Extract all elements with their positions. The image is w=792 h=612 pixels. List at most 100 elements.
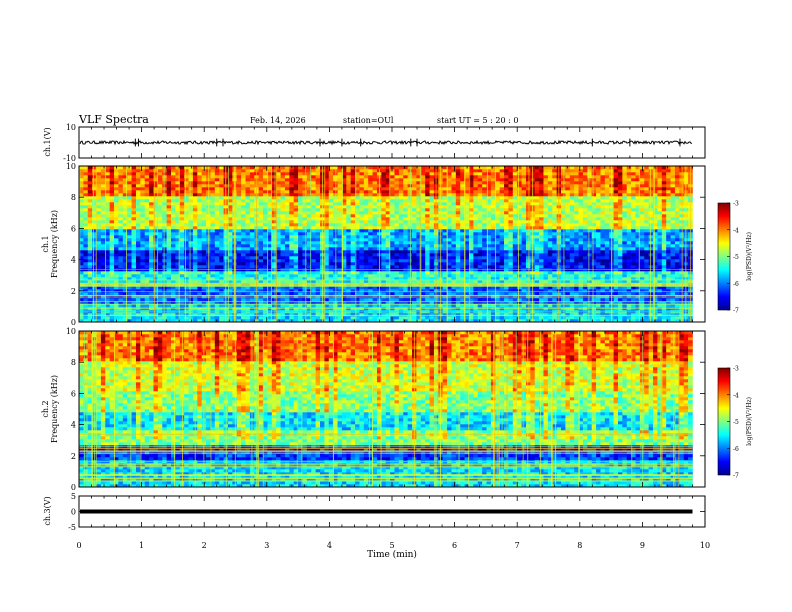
ch1-spectrogram-cell xyxy=(122,214,128,218)
ch1-spectrogram-cell xyxy=(346,286,351,290)
ch1-spectrogram-cell xyxy=(109,202,115,206)
ch1-spectrogram-cell xyxy=(477,292,483,296)
ch1-spectrogram-cell xyxy=(135,307,141,311)
ch1-spectrogram-cell xyxy=(416,217,422,221)
ch1-spectrogram-cell xyxy=(114,175,119,179)
ch1-spectrogram-cell xyxy=(355,226,360,230)
ch1-spectrogram-cell xyxy=(289,238,295,242)
ch1-spectrogram-cell xyxy=(258,256,264,260)
ch1-spectrogram-cell xyxy=(416,253,422,257)
ch1-spectrogram-cell xyxy=(271,178,277,182)
ch1-spectrogram-cell xyxy=(197,304,202,308)
ch1-spectrogram-cell xyxy=(100,196,106,200)
ch1-spectrogram-cell xyxy=(403,187,408,191)
ch1-spectrogram-cell xyxy=(324,226,330,230)
ch1-spectrogram-cell xyxy=(451,283,457,287)
ch1-spectrogram-cell xyxy=(157,295,163,299)
ch1-spectrogram-cell xyxy=(79,307,84,311)
ch1-spectrogram-cell xyxy=(171,199,176,203)
ch1-spectrogram-cell xyxy=(219,316,224,320)
ch1-spectrogram-cell xyxy=(127,214,132,218)
ch1-spectrogram-cell xyxy=(219,202,224,206)
ch1-spectrogram-cell xyxy=(403,166,408,170)
ch1-spectrogram-cell xyxy=(328,202,334,206)
ch1-spectrogram-cell xyxy=(192,166,198,170)
ch1-spectrogram-cell xyxy=(127,211,132,215)
ch1-spectrogram-cell xyxy=(486,316,492,320)
ch1-spectrogram-cell xyxy=(363,238,369,242)
ch1-spectrogram-cell xyxy=(114,289,119,293)
ch1-spectrogram-cell xyxy=(179,283,185,287)
ch1-spectrogram-cell xyxy=(477,304,483,308)
ch1-spectrogram-cell xyxy=(249,241,255,245)
ch1-spectrogram-cell xyxy=(298,175,303,179)
ch1-spectrogram-cell xyxy=(127,217,132,221)
ch1-spectrogram-cell xyxy=(271,262,277,266)
ch1-spectrogram-cell xyxy=(385,253,391,257)
ch1-spectrogram-cell xyxy=(341,280,347,284)
ch1-spectrogram-cell xyxy=(280,217,286,221)
ch1-spectrogram-cell xyxy=(188,196,194,200)
ch1-spectrogram-cell xyxy=(306,253,312,257)
ch1-spectrogram-cell xyxy=(284,169,290,173)
ch1-spectrogram-cell xyxy=(267,175,273,179)
ch1-spectrogram-cell xyxy=(293,181,299,185)
ch1-spectrogram-cell xyxy=(135,235,141,239)
ch1-spectrogram-cell xyxy=(341,205,347,209)
ch1-spectrogram-cell xyxy=(162,202,167,206)
ch1-spectrogram-cell xyxy=(412,220,417,224)
ch1-spectrogram-cell xyxy=(197,295,202,299)
ch1-spectrogram-cell xyxy=(346,238,351,242)
ch1-spectrogram-cell xyxy=(455,235,461,239)
ch1-spectrogram-cell xyxy=(429,172,435,176)
ch1-spectrogram-cell xyxy=(263,298,268,302)
ch1-spectrogram-cell xyxy=(412,238,417,242)
ch1-spectrogram-cell xyxy=(298,253,303,257)
ch1-spectrogram-cell xyxy=(447,187,452,191)
ch1-spectrogram-cell xyxy=(131,289,137,293)
ch1-spectrogram-cell xyxy=(284,283,290,287)
ch1-spectrogram-cell xyxy=(179,301,185,305)
ch1-spectrogram-cell xyxy=(289,307,295,311)
ch1-spectrogram-cell xyxy=(105,262,110,266)
ch1-spectrogram-cell xyxy=(166,187,172,191)
ch1-spectrogram-cell xyxy=(162,289,167,293)
ch1-spectrogram-cell xyxy=(127,238,132,242)
ch1-spectrogram-cell xyxy=(144,295,150,299)
ch1-spectrogram-cell xyxy=(184,187,189,191)
ch1-spectrogram-cell xyxy=(469,244,474,248)
ch1-spectrogram-cell xyxy=(280,232,286,236)
ch1-spectrogram-cell xyxy=(455,280,461,284)
ch1-spectrogram-cell xyxy=(482,250,487,254)
ch1-spectrogram-cell xyxy=(171,184,176,188)
ch1-spectrogram-cell xyxy=(267,286,273,290)
ch1-spectrogram-cell xyxy=(337,256,343,260)
ch1-spectrogram-cell xyxy=(442,223,448,227)
ch1-spectrogram-cell xyxy=(372,271,378,275)
ch1-spectrogram-cell xyxy=(258,193,264,197)
ch1-spectrogram-cell xyxy=(328,214,334,218)
ch1-spectrogram-cell xyxy=(87,316,93,320)
ch1-spectrogram-cell xyxy=(197,283,202,287)
ch1-spectrogram-cell xyxy=(162,211,167,215)
ch1-spectrogram-cell xyxy=(188,235,194,239)
ch1-spectrogram-cell xyxy=(346,229,351,233)
ch1-spectrogram-cell xyxy=(486,247,492,251)
ch1-spectrogram-cell xyxy=(96,247,102,251)
ch1-spectrogram-cell xyxy=(236,211,242,215)
ch1-spectrogram-cell xyxy=(153,256,159,260)
ch1-spectrogram-cell xyxy=(311,190,316,194)
ch1-spectrogram-cell xyxy=(96,187,102,191)
ch1-spectrogram-cell xyxy=(315,181,321,185)
ch1-spectrogram-cell xyxy=(359,262,365,266)
ch1-spectrogram-cell xyxy=(385,298,391,302)
ch1-spectrogram-cell xyxy=(447,205,452,209)
ch1-spectrogram-cell xyxy=(451,292,457,296)
ch1-spectrogram-cell xyxy=(192,286,198,290)
ch1-spectrogram-cell xyxy=(105,250,110,254)
ch1-spectrogram-cell xyxy=(403,298,408,302)
ch1-spectrogram-cell xyxy=(425,283,430,287)
ch1-spectrogram-cell xyxy=(412,316,417,320)
ch1-spectrogram-cell xyxy=(271,259,277,263)
ch1-spectrogram-cell xyxy=(381,226,387,230)
